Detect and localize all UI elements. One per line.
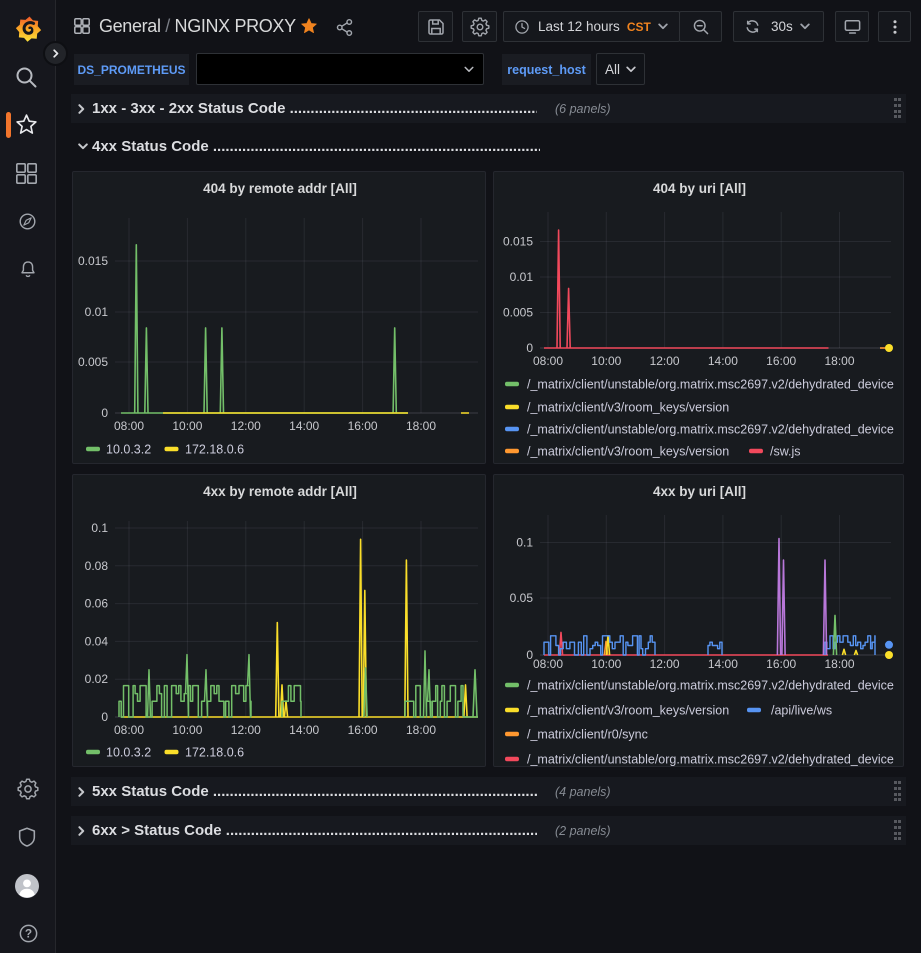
svg-text:18:00: 18:00: [406, 723, 436, 737]
svg-text:10:00: 10:00: [591, 657, 621, 671]
svg-text:18:00: 18:00: [406, 419, 436, 433]
svg-text:0.015: 0.015: [78, 254, 108, 268]
svg-text:/sw.js: /sw.js: [770, 445, 801, 459]
svg-text:10:00: 10:00: [172, 723, 202, 737]
svg-text:0.01: 0.01: [510, 270, 534, 284]
svg-text:4xx by uri [All]: 4xx by uri [All]: [653, 484, 746, 499]
svg-text:14:00: 14:00: [289, 723, 319, 737]
svg-text:18:00: 18:00: [824, 657, 854, 671]
svg-text:?: ?: [25, 927, 32, 941]
svg-text:08:00: 08:00: [533, 354, 563, 368]
svg-text:/_matrix/client/unstable/org.m: /_matrix/client/unstable/org.matrix.msc2…: [527, 378, 894, 392]
svg-text:/_matrix/client/v3/room_keys/v: /_matrix/client/v3/room_keys/version: [527, 445, 729, 459]
svg-text:0.1: 0.1: [91, 521, 108, 535]
svg-text:172.18.0.6: 172.18.0.6: [185, 443, 244, 457]
svg-text:12:00: 12:00: [650, 354, 680, 368]
svg-text:0: 0: [101, 406, 108, 420]
svg-text:12:00: 12:00: [231, 723, 261, 737]
svg-text:0: 0: [526, 648, 533, 662]
svg-text:10.0.3.2: 10.0.3.2: [106, 746, 151, 760]
svg-text:0.015: 0.015: [503, 235, 533, 249]
svg-text:0.05: 0.05: [510, 591, 534, 605]
svg-text:0.06: 0.06: [85, 597, 109, 611]
svg-text:0.005: 0.005: [503, 306, 533, 320]
svg-text:/_matrix/client/r0/sync: /_matrix/client/r0/sync: [527, 728, 648, 742]
svg-text:16:00: 16:00: [348, 419, 378, 433]
svg-text:14:00: 14:00: [708, 354, 738, 368]
svg-text:0.1: 0.1: [516, 536, 533, 550]
svg-text:172.18.0.6: 172.18.0.6: [185, 746, 244, 760]
svg-text:0.08: 0.08: [85, 559, 109, 573]
svg-text:0: 0: [526, 341, 533, 355]
svg-text:/_matrix/client/v3/room_keys/v: /_matrix/client/v3/room_keys/version: [527, 401, 729, 415]
svg-text:/_matrix/client/unstable/org.m: /_matrix/client/unstable/org.matrix.msc2…: [527, 679, 894, 693]
svg-text:12:00: 12:00: [231, 419, 261, 433]
svg-text:16:00: 16:00: [766, 354, 796, 368]
svg-text:10.0.3.2: 10.0.3.2: [106, 443, 151, 457]
svg-text:0: 0: [101, 710, 108, 724]
svg-text:0.04: 0.04: [85, 634, 109, 648]
svg-text:10:00: 10:00: [591, 354, 621, 368]
svg-text:08:00: 08:00: [533, 657, 563, 671]
svg-text:16:00: 16:00: [766, 657, 796, 671]
svg-text:0.02: 0.02: [85, 672, 109, 686]
svg-text:08:00: 08:00: [114, 723, 144, 737]
svg-text:08:00: 08:00: [114, 419, 144, 433]
svg-text:10:00: 10:00: [172, 419, 202, 433]
svg-text:16:00: 16:00: [348, 723, 378, 737]
svg-text:0.01: 0.01: [85, 305, 109, 319]
svg-text:14:00: 14:00: [708, 657, 738, 671]
svg-text:18:00: 18:00: [824, 354, 854, 368]
svg-text:404 by uri [All]: 404 by uri [All]: [653, 181, 746, 196]
svg-text:404 by remote addr [All]: 404 by remote addr [All]: [203, 181, 357, 196]
svg-text:/_matrix/client/unstable/org.m: /_matrix/client/unstable/org.matrix.msc2…: [527, 423, 894, 437]
svg-text:/api/live/ws: /api/live/ws: [771, 704, 832, 718]
svg-text:/_matrix/client/unstable/org.m: /_matrix/client/unstable/org.matrix.msc2…: [527, 753, 894, 767]
svg-text:4xx by remote addr [All]: 4xx by remote addr [All]: [203, 484, 357, 499]
svg-text:12:00: 12:00: [650, 657, 680, 671]
svg-text:0.005: 0.005: [78, 355, 108, 369]
svg-text:/_matrix/client/v3/room_keys/v: /_matrix/client/v3/room_keys/version: [527, 704, 729, 718]
svg-text:14:00: 14:00: [289, 419, 319, 433]
